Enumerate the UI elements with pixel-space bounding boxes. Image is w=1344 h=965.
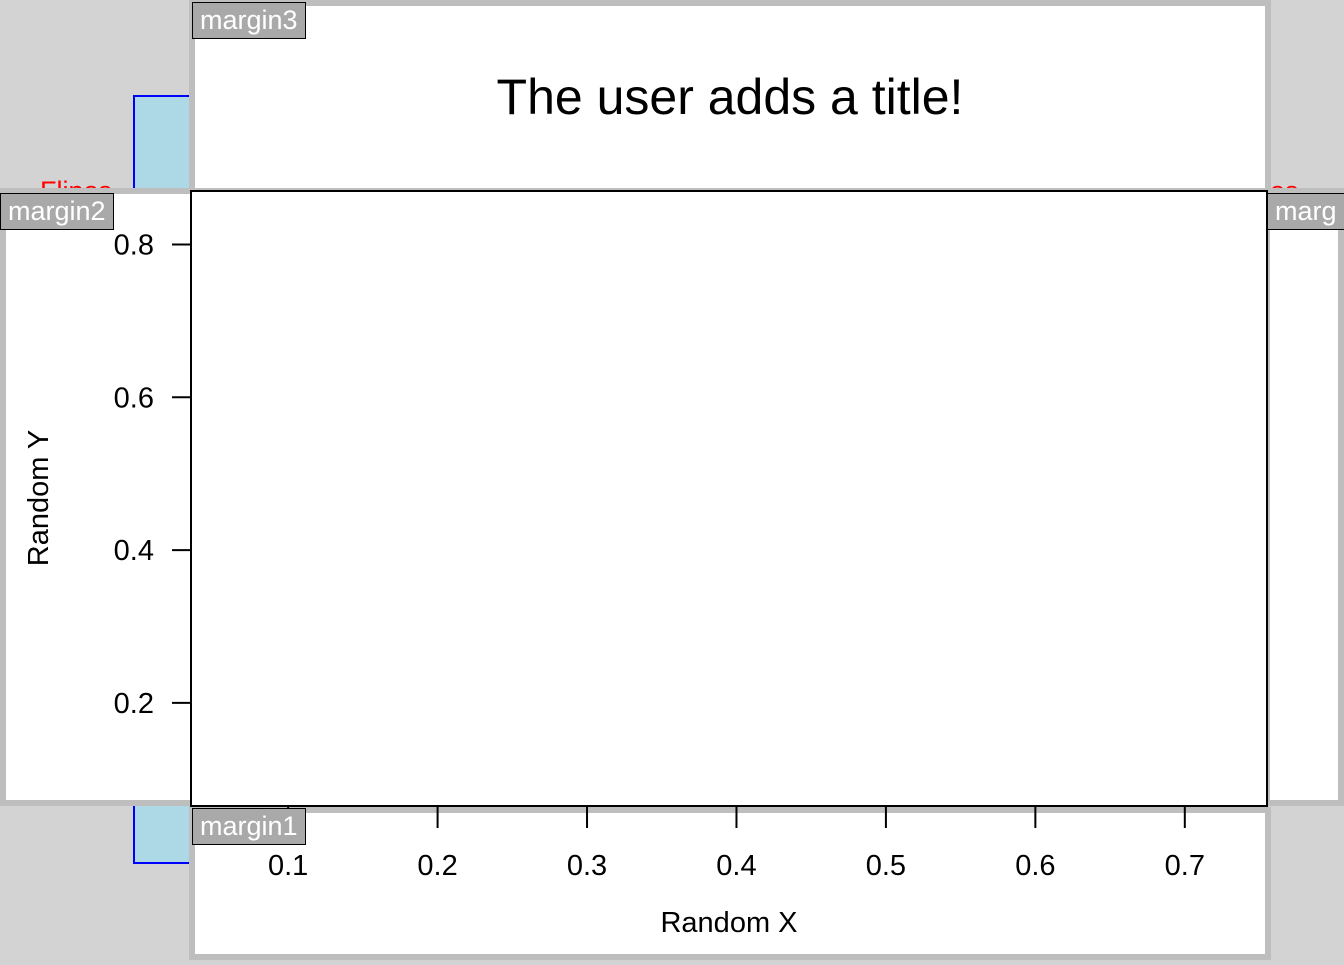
- y-axis: 0.2 0.4 0.6 0.8: [114, 229, 191, 720]
- x-tick-label: 0.1: [268, 850, 308, 882]
- y-tick-label: 0.4: [114, 535, 154, 567]
- x-tick-label: 0.2: [417, 850, 457, 882]
- margin2-tag: margin2: [0, 193, 114, 230]
- x-axis: 0.1 0.2 0.3 0.4 0.5 0.6 0.7: [268, 806, 1205, 882]
- y-axis-label: Random Y: [23, 430, 55, 567]
- x-tick-label: 0.3: [567, 850, 607, 882]
- x-axis-label: Random X: [660, 907, 797, 939]
- x-tick-label: 0.4: [716, 850, 756, 882]
- y-tick-label: 0.6: [114, 382, 154, 414]
- margin1-tag: margin1: [192, 808, 306, 845]
- margin4-region: [1264, 188, 1344, 806]
- x-tick-label: 0.5: [866, 850, 906, 882]
- plot-area: [190, 190, 1268, 807]
- chart-title: The user adds a title!: [496, 69, 964, 125]
- margin1-region: [189, 807, 1271, 960]
- y-tick-label: 0.2: [114, 688, 154, 720]
- hidden-rect-top: [133, 95, 195, 193]
- y-tick-label: 0.8: [114, 229, 154, 261]
- margin3-region: [189, 0, 1271, 194]
- x-tick-label: 0.7: [1165, 850, 1205, 882]
- hidden-rect-bottom: [133, 799, 195, 864]
- margin3-tag: margin3: [192, 2, 306, 39]
- margin4-tag: marg: [1267, 193, 1344, 230]
- x-tick-label: 0.6: [1015, 850, 1055, 882]
